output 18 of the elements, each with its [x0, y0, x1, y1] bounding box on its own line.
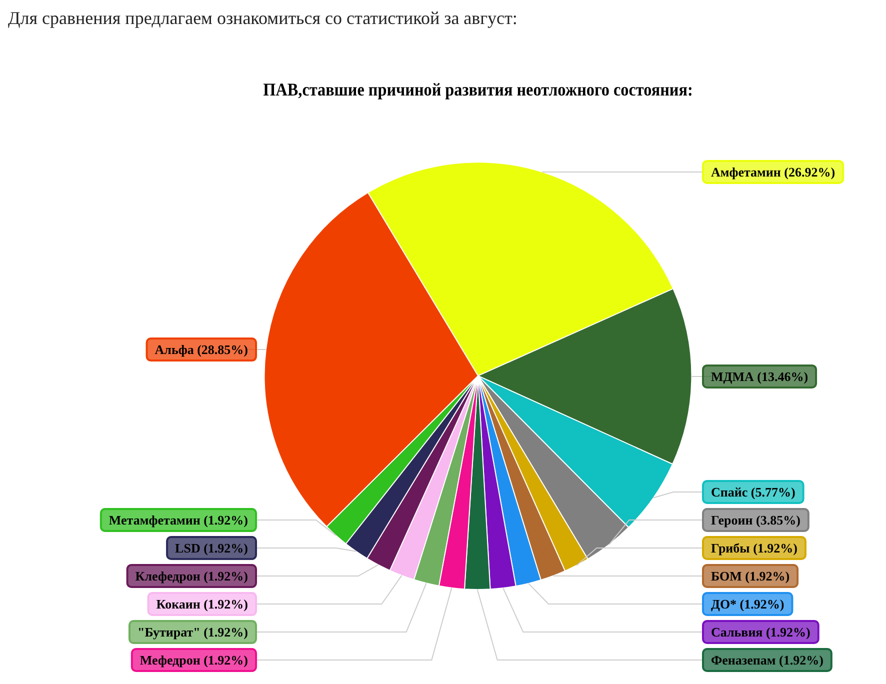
slice-label: Клефедрон (1.92%) — [135, 568, 248, 584]
slice-label: ДО* (1.92%) — [711, 596, 784, 612]
slice-label: Грибы (1.92%) — [711, 540, 798, 556]
slice-label: БОМ (1.92%) — [711, 568, 790, 584]
slice-label: Амфетамин (26.92%) — [711, 164, 836, 180]
slice-label: Мефедрон (1.92%) — [140, 652, 248, 668]
chart-title: ПАВ,ставшие причиной развития неотложного состояния: — [263, 80, 693, 100]
slice-label: Сальвия (1.92%) — [711, 624, 810, 640]
slice-label: Метамфетамин (1.92%) — [108, 512, 248, 528]
slice-label: Героин (3.85%) — [711, 512, 800, 528]
slice-label: Альфа (28.85%) — [154, 342, 248, 357]
text: Для сравнения предлагаем ознакомиться со статистикой за август: — [8, 8, 518, 30]
slice-label: Феназепам (1.92%) — [711, 652, 824, 668]
slice-label: Спайс (5.77%) — [711, 484, 796, 500]
slice-label: МДМА (13.46%) — [711, 368, 808, 384]
slice-label: "Бутират" (1.92%) — [137, 624, 248, 640]
slice-label: Кокаин (1.92%) — [156, 596, 248, 612]
slice-label: LSD (1.92%) — [175, 540, 248, 556]
